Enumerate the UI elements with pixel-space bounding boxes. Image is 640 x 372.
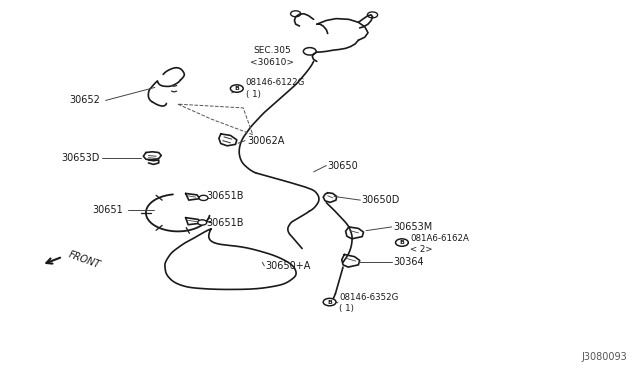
Text: 30650D: 30650D xyxy=(362,195,400,205)
Text: 08146-6122G
( 1): 08146-6122G ( 1) xyxy=(246,78,305,99)
Text: FRONT: FRONT xyxy=(67,249,102,270)
Text: B: B xyxy=(399,240,404,245)
Circle shape xyxy=(230,85,243,92)
Text: 30651: 30651 xyxy=(93,205,124,215)
Text: 30651B: 30651B xyxy=(206,218,244,228)
Text: 30650: 30650 xyxy=(328,161,358,170)
Text: 30653D: 30653D xyxy=(61,153,99,163)
Circle shape xyxy=(396,239,408,246)
Text: 30651B: 30651B xyxy=(206,192,244,201)
Circle shape xyxy=(198,220,207,225)
Text: SEC.305
<30610>: SEC.305 <30610> xyxy=(250,46,294,67)
Text: 30650+A: 30650+A xyxy=(266,261,311,271)
Text: B: B xyxy=(234,86,239,91)
Text: 30652: 30652 xyxy=(70,96,100,105)
Text: J3080093: J3080093 xyxy=(582,352,627,362)
Text: B: B xyxy=(327,299,332,305)
Text: 08146-6352G
( 1): 08146-6352G ( 1) xyxy=(339,293,399,313)
Text: 30062A: 30062A xyxy=(247,136,284,145)
Circle shape xyxy=(303,48,316,55)
Circle shape xyxy=(323,298,336,306)
Text: 30653M: 30653M xyxy=(393,222,432,232)
Text: 30364: 30364 xyxy=(393,257,424,267)
Circle shape xyxy=(199,195,208,201)
Text: 081A6-6162A
< 2>: 081A6-6162A < 2> xyxy=(410,234,469,254)
